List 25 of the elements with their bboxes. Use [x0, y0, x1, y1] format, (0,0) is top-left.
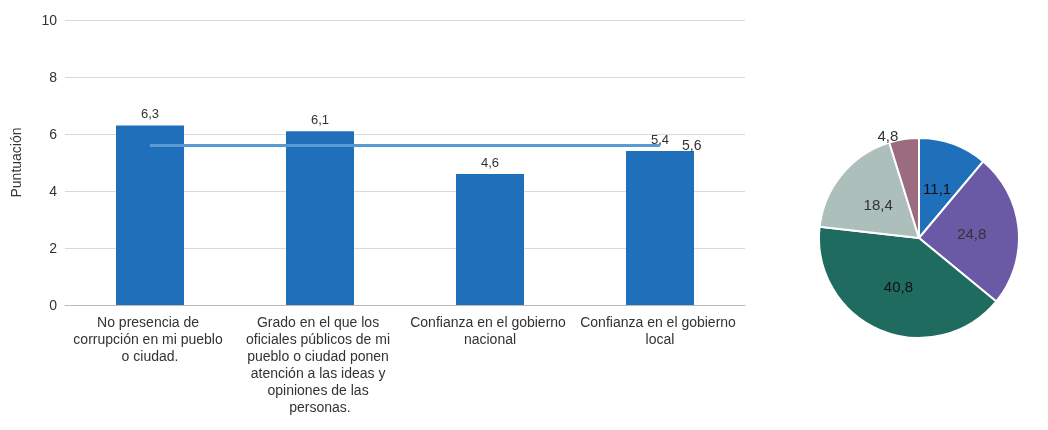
data-label: 6,3 — [140, 106, 160, 122]
data-label: 40,8 — [883, 278, 913, 296]
data-label: 11,1 — [923, 179, 952, 197]
y-tick-label: 10 — [41, 12, 58, 28]
x-tick-label: Confianza en el gobierno local — [580, 313, 740, 347]
y-tick-label: 2 — [49, 240, 58, 256]
data-label: 24,8 — [957, 224, 987, 242]
data-label: 4,6 — [480, 154, 500, 170]
data-label: 5,4 — [650, 132, 670, 148]
y-tick-label: 4 — [49, 183, 58, 199]
y-tick-label: 6 — [49, 126, 58, 142]
x-tick-label: Confianza en el gobierno nacional — [410, 313, 570, 347]
data-label: 4,8 — [877, 126, 899, 144]
bar — [116, 125, 184, 305]
x-tick-label: No presencia de corrupción en mi pueblo o ciudad. — [73, 313, 227, 364]
data-label: 18,4 — [863, 195, 893, 213]
bar — [626, 151, 694, 305]
y-tick-label: 0 — [49, 297, 58, 313]
ref-line-label: 5,6 — [682, 137, 702, 154]
data-label: 6,1 — [310, 112, 330, 128]
bar — [286, 131, 354, 305]
y-tick-label: 8 — [49, 69, 58, 85]
bar — [456, 173, 524, 305]
x-tick-label: Grado en el que los oficiales públicos de mi pueblo o ciudad ponen atención a las ideas y opiniones de las personas. — [246, 313, 394, 415]
y-axis-title: Puntuación — [8, 127, 24, 198]
